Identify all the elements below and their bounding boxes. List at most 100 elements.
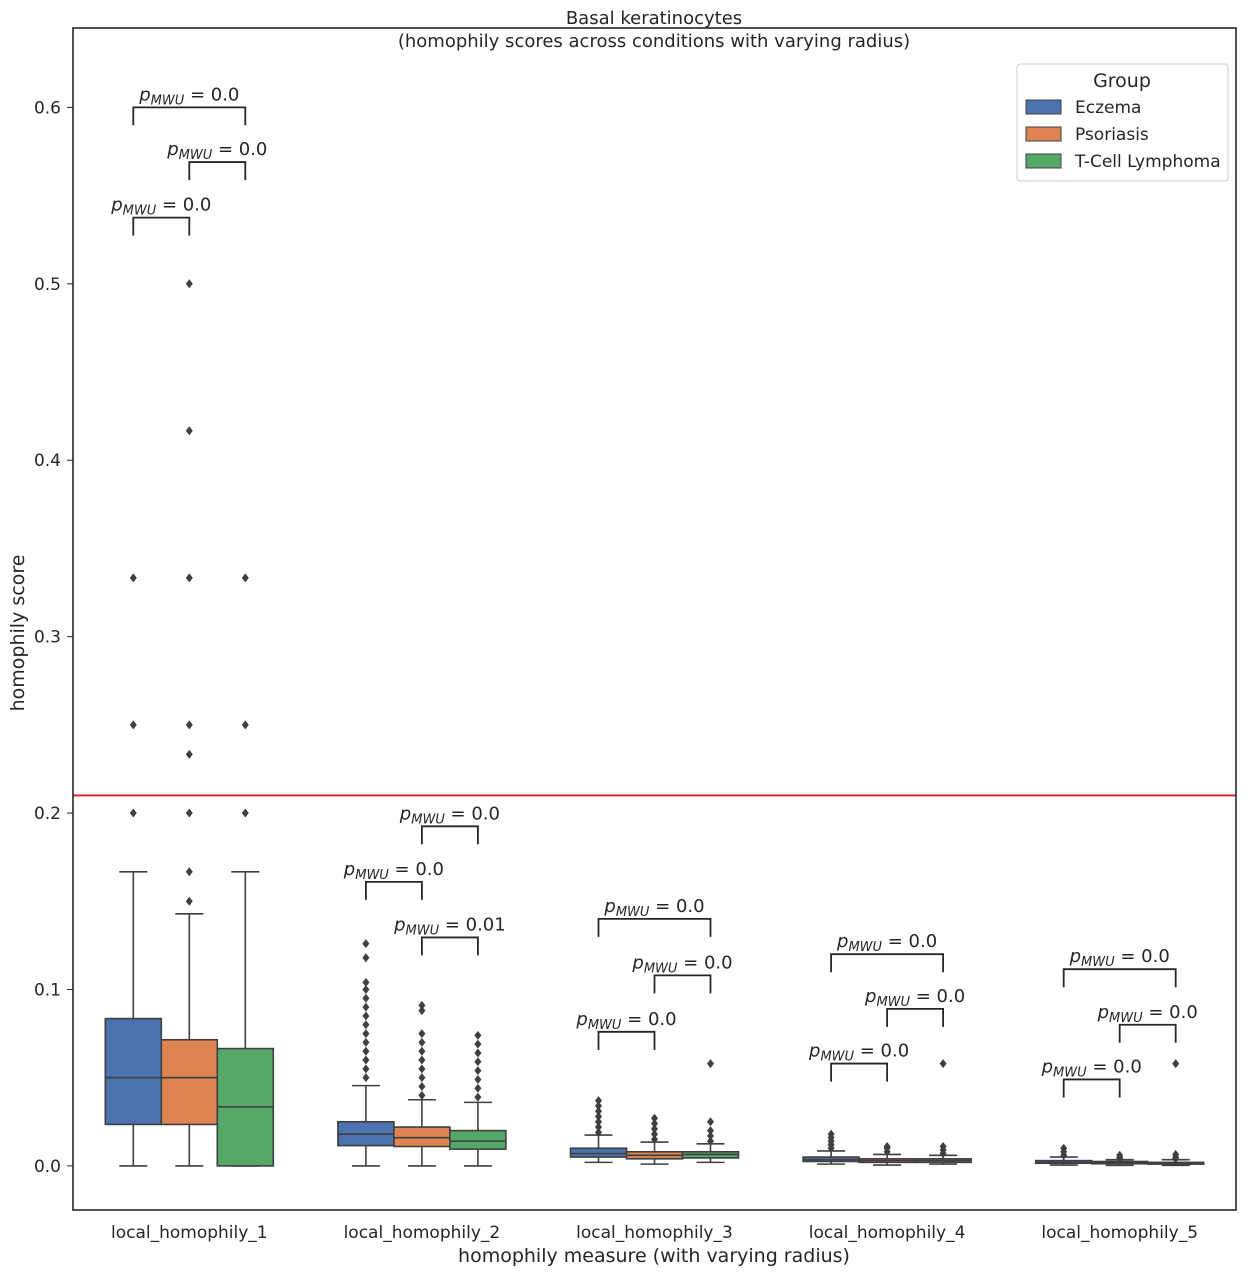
significance-bracket	[1062, 968, 1177, 988]
outlier-point	[595, 1101, 602, 1111]
significance-bracket	[421, 825, 479, 845]
p-value-annotation: pMWU = 0.0	[1041, 1056, 1142, 1080]
outlier-point	[939, 1141, 947, 1151]
outlier-point	[129, 720, 137, 730]
y-tick-label: 0.1	[34, 980, 61, 1000]
outlier-point	[241, 573, 249, 583]
outlier-point	[185, 896, 193, 906]
outlier-point	[474, 1092, 482, 1102]
p-value-annotation: pMWU = 0.0	[399, 803, 500, 827]
outlier-point	[362, 953, 370, 963]
outlier-point	[362, 1046, 370, 1056]
chart-subtitle: (homophily scores across conditions with…	[398, 31, 910, 52]
x-tick-label: local_homophily_1	[111, 1223, 268, 1243]
p-value-text: = 0.0	[389, 859, 444, 880]
outlier-point	[418, 1006, 426, 1016]
p-value-text: = 0.0	[910, 986, 965, 1007]
significance-bracket	[132, 216, 191, 236]
outlier-point	[241, 720, 249, 730]
outlier-point	[362, 993, 370, 1003]
outlier-point	[595, 1106, 602, 1116]
outlier-point	[129, 573, 137, 583]
outlier-point	[362, 1037, 370, 1047]
outlier-point	[418, 1073, 426, 1083]
outlier-point	[418, 1037, 426, 1047]
plot-area: 0.0 0.1 0.2 0.3 0.4 0.5 0.6 local_homophily_1 lo…	[34, 84, 1236, 1243]
outlier-point	[362, 984, 370, 994]
outlier-point	[362, 977, 370, 987]
significance-bracket	[188, 161, 247, 181]
p-value-annotation: pMWU = 0.0	[575, 1009, 676, 1033]
outlier-point	[362, 1073, 370, 1083]
significance-bracket	[597, 918, 712, 937]
significance-bracket	[597, 1030, 656, 1050]
p-value-text: = 0.0	[854, 1041, 909, 1062]
box-eczema	[569, 1147, 628, 1158]
legend-label: Eczema	[1075, 98, 1141, 118]
p-value-text: = 0.0	[677, 952, 732, 973]
outlier-point	[595, 1127, 602, 1137]
legend-swatch	[1025, 153, 1062, 169]
p-value-text: = 0.0	[1143, 1002, 1198, 1023]
outlier-point	[1172, 1149, 1180, 1159]
outlier-point	[418, 1090, 426, 1100]
chart-title: Basal keratinocytes	[566, 8, 742, 29]
p-value-annotation: pMWU = 0.0	[836, 931, 937, 955]
p-value-text: = 0.0	[156, 195, 211, 216]
p-value-annotation: pMWU = 0.0	[1069, 946, 1170, 970]
p-value-annotation: pMWU = 0.0	[864, 986, 965, 1010]
outlier-point	[362, 1064, 370, 1074]
box-t-cell-lymphoma	[449, 1129, 507, 1150]
outlier-point	[362, 1002, 370, 1012]
y-tick-label: 0.6	[34, 98, 61, 118]
outlier-point	[418, 1064, 426, 1074]
legend-swatch	[1025, 99, 1062, 115]
outlier-point	[474, 1048, 482, 1058]
significance-bracket	[886, 1007, 944, 1027]
outlier-point	[362, 939, 370, 949]
outlier-point	[474, 1030, 482, 1040]
outlier-point	[1060, 1143, 1068, 1153]
outlier-point	[939, 1059, 947, 1069]
p-value-annotation: pMWU = 0.0	[343, 859, 444, 883]
significance-bracket	[132, 106, 247, 126]
outlier-point	[474, 1039, 482, 1049]
outlier-point	[651, 1134, 658, 1144]
outlier-point	[883, 1141, 891, 1151]
outlier-point	[185, 573, 193, 583]
y-tick-label: 0.3	[34, 628, 61, 648]
y-tick-label: 0.2	[34, 804, 61, 824]
outlier-point	[1172, 1059, 1180, 1069]
outlier-point	[129, 808, 137, 818]
outlier-point	[241, 808, 249, 818]
outlier-point	[418, 1029, 426, 1039]
outlier-point	[651, 1119, 658, 1129]
legend-label: Psoriasis	[1075, 125, 1149, 145]
outlier-point	[185, 426, 193, 436]
outlier-point	[185, 867, 193, 877]
x-tick-label: local_homophily_5	[1041, 1223, 1198, 1243]
p-value-text: = 0.01	[439, 914, 506, 935]
legend: Group Eczema Psoriasis T-Cell Lymphoma	[1016, 63, 1229, 182]
axes-frame	[72, 27, 1237, 1211]
outlier-point	[362, 1029, 370, 1039]
outlier-point	[707, 1117, 714, 1127]
outlier-point	[474, 1066, 482, 1076]
outlier-point	[418, 1055, 426, 1065]
outlier-point	[185, 720, 193, 730]
p-value-text: = 0.0	[212, 139, 267, 160]
outlier-point	[595, 1096, 602, 1106]
p-value-annotation: pMWU = 0.01	[393, 914, 506, 938]
y-tick-label: 0.4	[34, 451, 61, 471]
outlier-point	[362, 1055, 370, 1065]
outlier-point	[362, 1020, 370, 1030]
significance-bracket	[830, 1062, 888, 1082]
significance-bracket	[421, 936, 479, 956]
p-value-text: = 0.0	[621, 1009, 676, 1030]
outlier-point	[707, 1136, 714, 1146]
box-eczema	[104, 1017, 163, 1126]
x-tick-label: local_homophily_3	[576, 1223, 733, 1243]
outlier-point	[418, 1046, 426, 1056]
outlier-point	[651, 1124, 658, 1134]
legend-swatch	[1025, 126, 1062, 142]
